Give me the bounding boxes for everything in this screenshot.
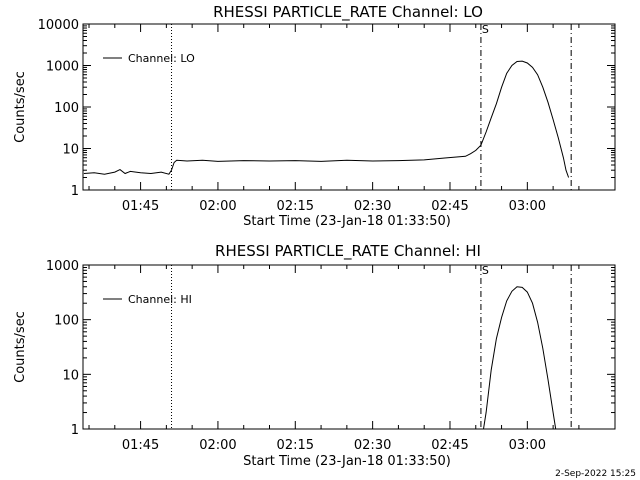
panel-hi-xtick-label: 02:45 bbox=[431, 438, 468, 453]
panel-lo-ytick-label: 1000 bbox=[46, 60, 79, 75]
panel-lo-ytick-label: 1 bbox=[71, 184, 79, 199]
panel-lo-ytick-label: 10 bbox=[62, 143, 79, 158]
panel-lo-legend: Channel: LO bbox=[103, 52, 195, 65]
panel-lo-xlabel: Start Time (23-Jan-18 01:33:50) bbox=[243, 214, 451, 229]
panel-hi-marker-label: S bbox=[482, 264, 489, 277]
panel-hi-xtick-label: 02:30 bbox=[354, 438, 391, 453]
panel-hi-x-axis: 01:45 02:00 02:15 02:30 02:45 03:00 bbox=[88, 265, 580, 453]
panel-hi-title: RHESSI PARTICLE_RATE Channel: HI bbox=[215, 242, 481, 261]
panel-hi-ylabel: Counts/sec bbox=[13, 311, 28, 383]
panel-hi-ytick-label: 1000 bbox=[46, 259, 79, 274]
footer-timestamp: 2-Sep-2022 15:25 bbox=[555, 469, 636, 479]
panel-hi-series-line bbox=[483, 286, 557, 430]
panel-hi-xtick-label: 02:00 bbox=[199, 438, 236, 453]
panel-lo-xtick-label: 01:45 bbox=[122, 199, 159, 214]
panel-hi-legend-label: Channel: HI bbox=[128, 293, 192, 306]
panel-hi-xtick-label: 01:45 bbox=[122, 438, 159, 453]
panel-lo-marker-label: S bbox=[482, 23, 489, 36]
panel-lo-markers: S bbox=[171, 23, 572, 190]
panel-hi-xlabel: Start Time (23-Jan-18 01:33:50) bbox=[243, 454, 451, 469]
panel-hi-xtick-label: 03:00 bbox=[509, 438, 546, 453]
panel-lo-ytick-label: 10000 bbox=[38, 18, 79, 33]
panel-hi-plot-frame bbox=[82, 264, 616, 430]
panel-hi-y-axis: 1 10 100 1000 bbox=[46, 259, 615, 438]
panel-lo-title: RHESSI PARTICLE_RATE Channel: LO bbox=[213, 3, 483, 22]
panel-hi-markers: S bbox=[171, 264, 572, 429]
panel-lo-series-line bbox=[83, 60, 570, 178]
panel-lo-x-axis: 01:45 02:00 02:15 02:30 02:45 03:00 bbox=[88, 24, 580, 214]
panel-lo-xtick-label: 02:15 bbox=[277, 199, 314, 214]
panel-lo-xtick-label: 02:00 bbox=[199, 199, 236, 214]
panel-hi-xtick-label: 02:15 bbox=[277, 438, 314, 453]
panel-lo-ytick-label: 100 bbox=[54, 101, 79, 116]
panel-hi: RHESSI PARTICLE_RATE Channel: HI 1101001… bbox=[13, 242, 616, 469]
panel-hi-ytick-label: 100 bbox=[54, 314, 79, 329]
panel-lo-xtick-label: 02:30 bbox=[354, 199, 391, 214]
panel-hi-legend: Channel: HI bbox=[103, 293, 192, 306]
panel-lo-xtick-label: 03:00 bbox=[509, 199, 546, 214]
panel-lo-xtick-label: 02:45 bbox=[431, 199, 468, 214]
panel-lo: RHESSI PARTICLE_RATE Channel: LO 1101001… bbox=[13, 3, 616, 229]
panel-lo-legend-label: Channel: LO bbox=[128, 52, 195, 65]
panel-lo-ylabel: Counts/sec bbox=[13, 71, 28, 143]
panel-hi-ytick-label: 10 bbox=[62, 368, 79, 383]
panel-hi-ytick-label: 1 bbox=[71, 423, 79, 438]
panel-lo-plot-frame bbox=[82, 23, 616, 191]
panel-lo-y-axis: 1 10 100 1000 10000 bbox=[38, 18, 615, 199]
